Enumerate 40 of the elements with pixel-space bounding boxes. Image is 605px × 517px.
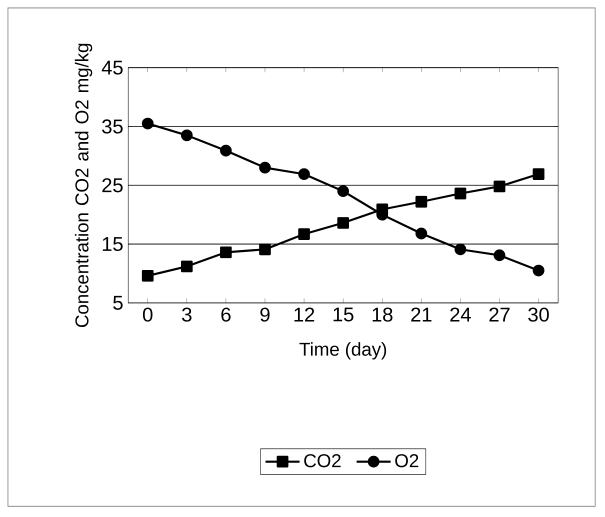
point — [454, 244, 466, 256]
point — [494, 249, 506, 262]
point — [532, 168, 544, 180]
point — [337, 185, 349, 198]
point — [298, 228, 310, 240]
point — [337, 217, 349, 229]
point — [259, 244, 271, 256]
x-tick-label: 15 — [334, 308, 354, 322]
point — [180, 260, 193, 272]
point — [180, 130, 193, 142]
point — [532, 264, 544, 276]
y-axis-title: Concentration CO2 and O2 mg/kg — [74, 44, 92, 328]
y-tick-label: 15 — [102, 237, 123, 252]
x-tick-label: 18 — [372, 308, 392, 322]
point — [142, 270, 154, 282]
x-tick-label: 12 — [294, 308, 314, 322]
x-tick-label: 3 — [182, 308, 192, 322]
x-tick-label: 0 — [142, 308, 152, 322]
legend-label: CO2 — [304, 454, 341, 468]
x-tick-label: 6 — [221, 308, 231, 322]
y-tick-label: 35 — [102, 119, 123, 134]
point — [494, 180, 506, 192]
y-tick-label: 45 — [102, 60, 123, 75]
point — [142, 118, 154, 130]
y-tick-label: 25 — [102, 178, 123, 192]
point — [220, 246, 232, 258]
x-tick-label: 24 — [450, 308, 471, 322]
point — [259, 162, 271, 174]
x-tick-label: 30 — [528, 308, 549, 322]
y-tick-label: 5 — [113, 296, 123, 310]
point — [454, 188, 466, 200]
point — [298, 168, 310, 180]
legend-label: O2 — [395, 454, 418, 468]
x-tick-label: 27 — [489, 308, 510, 322]
x-axis-title: Time (day) — [299, 342, 386, 360]
point — [415, 228, 428, 240]
point — [415, 196, 428, 208]
point — [220, 144, 232, 156]
x-tick-label: 9 — [260, 308, 270, 322]
x-tick-label: 21 — [411, 308, 432, 322]
